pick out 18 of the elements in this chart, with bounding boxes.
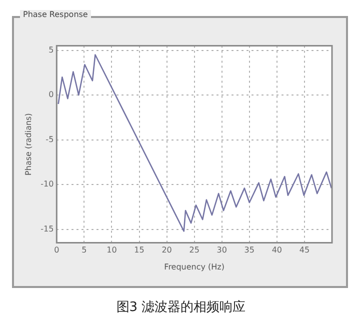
y-tick-label: -5 xyxy=(46,134,54,144)
x-tick-label: 25 xyxy=(189,246,200,255)
x-tick-label: 45 xyxy=(299,246,310,255)
x-tick-label: 20 xyxy=(162,246,172,255)
x-axis-title: Frequency (Hz) xyxy=(164,262,224,272)
x-tick-label: 10 xyxy=(106,246,117,255)
y-tick-label: -10 xyxy=(40,180,54,189)
x-tick-label: 35 xyxy=(244,246,254,255)
x-tick-label: 15 xyxy=(134,246,144,255)
x-tick-label: 40 xyxy=(272,246,282,255)
y-axis-title: Phase (radians) xyxy=(24,113,33,176)
chart-title: Phase Response xyxy=(20,10,91,19)
x-tick-label: 5 xyxy=(82,246,87,255)
y-tick-label: -15 xyxy=(40,224,54,234)
caption: 图3 滤波器的相频响应 xyxy=(115,299,247,316)
y-tick-label: 5 xyxy=(48,45,54,54)
x-tick-label: 30 xyxy=(216,246,227,255)
y-tick-label: 0 xyxy=(48,90,54,100)
